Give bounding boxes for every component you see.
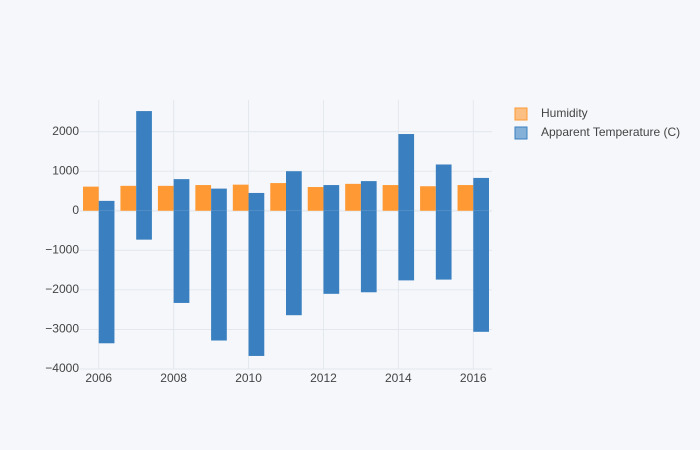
bar bbox=[457, 185, 474, 211]
bar bbox=[473, 177, 490, 211]
bar bbox=[435, 210, 452, 280]
bar bbox=[307, 187, 324, 211]
bar bbox=[473, 210, 490, 332]
legend-label: Apparent Temperature (C) bbox=[541, 125, 680, 139]
bar bbox=[211, 210, 227, 341]
bar bbox=[435, 164, 452, 211]
bar bbox=[136, 111, 152, 211]
x-tick-label: 2006 bbox=[85, 371, 112, 385]
bar bbox=[345, 183, 361, 211]
bar bbox=[398, 134, 415, 211]
legend-swatch bbox=[514, 107, 528, 121]
bar bbox=[120, 185, 137, 211]
bar bbox=[98, 200, 115, 211]
bar bbox=[98, 210, 115, 344]
legend-swatch bbox=[514, 126, 528, 140]
y-tick-label: 0 bbox=[72, 203, 79, 217]
bar bbox=[323, 210, 340, 294]
x-tick-label: 2012 bbox=[310, 371, 337, 385]
bar bbox=[136, 210, 152, 240]
bar bbox=[286, 171, 302, 211]
x-tick-label: 2008 bbox=[160, 371, 187, 385]
bar bbox=[157, 185, 174, 211]
bar bbox=[286, 210, 302, 316]
x-tick-label: 2014 bbox=[385, 371, 412, 385]
y-tick-label: 2000 bbox=[52, 124, 79, 138]
y-tick-label: −1000 bbox=[45, 242, 79, 256]
x-tick-label: 2010 bbox=[235, 371, 262, 385]
bar bbox=[82, 186, 99, 211]
bar bbox=[270, 183, 286, 211]
y-tick-label: −4000 bbox=[45, 361, 79, 375]
x-tick-label: 2016 bbox=[460, 371, 487, 385]
y-tick-label: −2000 bbox=[45, 282, 79, 296]
bar bbox=[398, 210, 415, 281]
bar bbox=[360, 210, 377, 293]
bar bbox=[323, 185, 340, 211]
bar bbox=[382, 185, 399, 211]
legend-label: Humidity bbox=[541, 106, 588, 120]
bar bbox=[173, 210, 190, 303]
bar bbox=[173, 179, 190, 211]
bar bbox=[211, 188, 227, 211]
bar bbox=[232, 184, 249, 211]
bar bbox=[420, 186, 436, 211]
y-tick-label: 1000 bbox=[52, 163, 79, 177]
bar bbox=[195, 185, 212, 211]
y-tick-label: −3000 bbox=[45, 322, 79, 336]
bar bbox=[248, 192, 265, 211]
bar bbox=[360, 181, 377, 211]
bar bbox=[248, 210, 265, 356]
